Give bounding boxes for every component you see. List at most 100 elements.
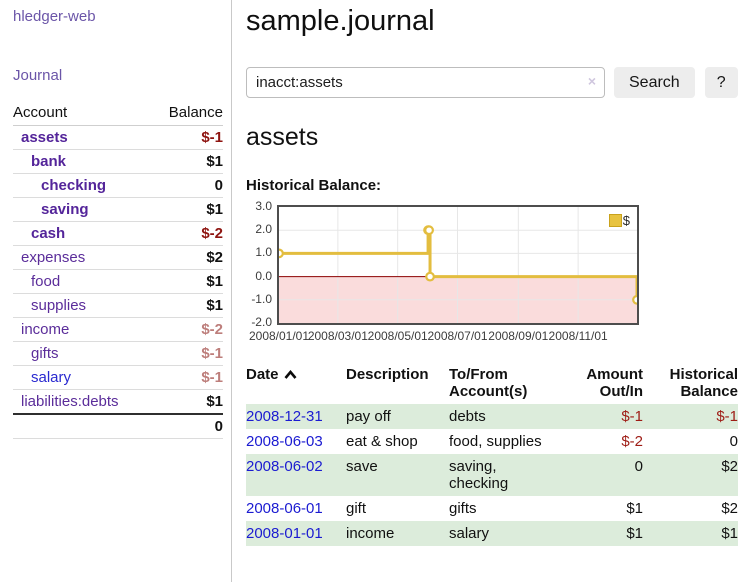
transaction-date-link[interactable]: 2008-12-31 bbox=[246, 408, 323, 425]
accounts-header-balance: Balance bbox=[151, 101, 223, 126]
x-axis-tick-label: 2008/05/01 bbox=[367, 329, 428, 343]
transaction-accounts: debts bbox=[449, 408, 486, 425]
sidebar-account-saving[interactable]: saving bbox=[41, 201, 89, 218]
page-title: sample.journal bbox=[246, 5, 435, 37]
account-balance: $-1 bbox=[151, 341, 223, 366]
account-balance: $1 bbox=[151, 389, 223, 415]
transaction-row: 2008-06-01 gift gifts $1 $2 bbox=[246, 496, 738, 521]
x-axis-tick-label: 2008/09/01 bbox=[488, 329, 549, 343]
search-button[interactable]: Search bbox=[614, 67, 695, 98]
sidebar-account-gifts[interactable]: gifts bbox=[31, 345, 59, 362]
account-balance: $1 bbox=[151, 197, 223, 222]
transaction-amount: $-2 bbox=[621, 433, 643, 450]
account-row: income $-2 bbox=[13, 317, 223, 342]
sidebar-account-salary[interactable]: salary bbox=[31, 369, 72, 386]
legend-label: $ bbox=[622, 213, 630, 228]
account-balance: $-1 bbox=[151, 125, 223, 150]
transaction-amount: $1 bbox=[626, 525, 643, 542]
transaction-description: pay off bbox=[346, 408, 391, 425]
y-axis-tick-label: 0.0 bbox=[255, 268, 272, 283]
sidebar-account-supplies[interactable]: supplies bbox=[31, 297, 87, 314]
transaction-balance: $2 bbox=[721, 458, 738, 475]
transaction-amount: 0 bbox=[634, 458, 643, 475]
x-axis-tick-label: 2008/07/01 bbox=[427, 329, 488, 343]
historical-balance-chart: 3.0 2.0 1.0 0.0 -1.0 -2.0 $ 2008/01/01 2008/03… bbox=[246, 199, 726, 345]
account-row: food $1 bbox=[13, 269, 223, 294]
account-row: supplies $1 bbox=[13, 293, 223, 318]
help-button[interactable]: ? bbox=[704, 67, 738, 98]
transaction-accounts: food, supplies bbox=[449, 433, 542, 450]
x-axis-tick-label: 2008/01/01 bbox=[248, 329, 310, 343]
transaction-date-link[interactable]: 2008-06-01 bbox=[246, 500, 323, 517]
transaction-balance: 0 bbox=[729, 433, 738, 450]
account-balance: $-2 bbox=[151, 317, 223, 342]
txn-header-date[interactable]: Date bbox=[246, 362, 346, 404]
account-balance: $-1 bbox=[151, 365, 223, 390]
sidebar-account-cash[interactable]: cash bbox=[31, 225, 66, 242]
transaction-date-link[interactable]: 2008-06-03 bbox=[246, 433, 323, 450]
sort-ascending-icon bbox=[284, 369, 297, 379]
transaction-amount: $-1 bbox=[621, 408, 643, 425]
accounts-total-value: 0 bbox=[151, 413, 223, 439]
account-row: saving $1 bbox=[13, 197, 223, 222]
chart-plot-area: $ bbox=[277, 205, 639, 325]
chart-legend: $ bbox=[606, 212, 632, 229]
account-row: salary $-1 bbox=[13, 365, 223, 390]
txn-header-amount: Amount Out/In bbox=[586, 366, 643, 400]
account-row: liabilities:debts $1 bbox=[13, 389, 223, 415]
transaction-description: save bbox=[346, 458, 378, 475]
account-row: bank $1 bbox=[13, 149, 223, 174]
account-balance: $2 bbox=[151, 245, 223, 270]
sidebar-account-food[interactable]: food bbox=[31, 273, 61, 290]
account-heading: assets bbox=[246, 123, 319, 151]
account-row: expenses $2 bbox=[13, 245, 223, 270]
y-axis-tick-label: 3.0 bbox=[255, 199, 272, 213]
transaction-date-link[interactable]: 2008-01-01 bbox=[246, 525, 323, 542]
account-balance: $1 bbox=[151, 269, 223, 294]
chart-title: Historical Balance: bbox=[246, 177, 382, 194]
account-balance: $-2 bbox=[151, 221, 223, 246]
sidebar-account-expenses[interactable]: expenses bbox=[21, 249, 86, 266]
account-row: assets $-1 bbox=[13, 125, 223, 150]
search-input[interactable] bbox=[246, 67, 605, 98]
accounts-header-account: Account bbox=[13, 101, 152, 126]
transaction-description: eat & shop bbox=[346, 433, 418, 450]
y-axis-tick-label: -1.0 bbox=[251, 291, 272, 306]
transaction-balance: $2 bbox=[721, 500, 738, 517]
y-axis-tick-label: 2.0 bbox=[255, 222, 272, 237]
transaction-description: income bbox=[346, 525, 395, 542]
account-balance: $1 bbox=[151, 149, 223, 174]
accounts-total-row: 0 bbox=[13, 413, 223, 439]
account-balance: $1 bbox=[151, 293, 223, 318]
clear-search-icon[interactable]: × bbox=[587, 73, 596, 89]
sidebar-account-liabilities-debts[interactable]: liabilities:debts bbox=[21, 393, 119, 410]
sidebar-account-income[interactable]: income bbox=[21, 321, 70, 338]
y-axis-tick-label: -2.0 bbox=[251, 315, 272, 329]
txn-header-accounts: To/From Account(s) bbox=[449, 366, 528, 400]
transaction-description: gift bbox=[346, 500, 367, 517]
sidebar-item-journal[interactable]: Journal bbox=[13, 67, 63, 84]
y-axis-tick-label: 1.0 bbox=[255, 245, 272, 260]
transaction-row: 2008-06-02 save saving, checking 0 $2 bbox=[246, 454, 738, 496]
transaction-accounts: salary bbox=[449, 525, 490, 542]
sidebar-account-assets[interactable]: assets bbox=[21, 129, 68, 146]
account-row: gifts $-1 bbox=[13, 341, 223, 366]
sidebar-account-checking[interactable]: checking bbox=[41, 177, 107, 194]
transactions-table: Date Description To/From Account(s) Amou… bbox=[246, 362, 738, 546]
transaction-balance: $1 bbox=[721, 525, 738, 542]
txn-header-description: Description bbox=[346, 366, 429, 383]
transaction-amount: $1 bbox=[626, 500, 643, 517]
transaction-row: 2008-06-03 eat & shop food, supplies $-2 0 bbox=[246, 429, 738, 454]
transaction-date-link[interactable]: 2008-06-02 bbox=[246, 458, 323, 475]
sidebar-account-bank[interactable]: bank bbox=[31, 153, 67, 170]
transaction-accounts: saving, checking bbox=[449, 458, 509, 492]
x-axis-tick-label: 2008/11/01 bbox=[548, 329, 608, 343]
account-row: checking 0 bbox=[13, 173, 223, 198]
x-axis-tick-label: 2008/03/01 bbox=[307, 329, 368, 343]
transaction-accounts: gifts bbox=[449, 500, 477, 517]
transaction-row: 2008-01-01 income salary $1 $1 bbox=[246, 521, 738, 546]
account-row: cash $-2 bbox=[13, 221, 223, 246]
search-box: × bbox=[246, 67, 605, 98]
app-title-link[interactable]: hledger-web bbox=[13, 8, 96, 25]
legend-swatch-dollar bbox=[608, 214, 622, 227]
